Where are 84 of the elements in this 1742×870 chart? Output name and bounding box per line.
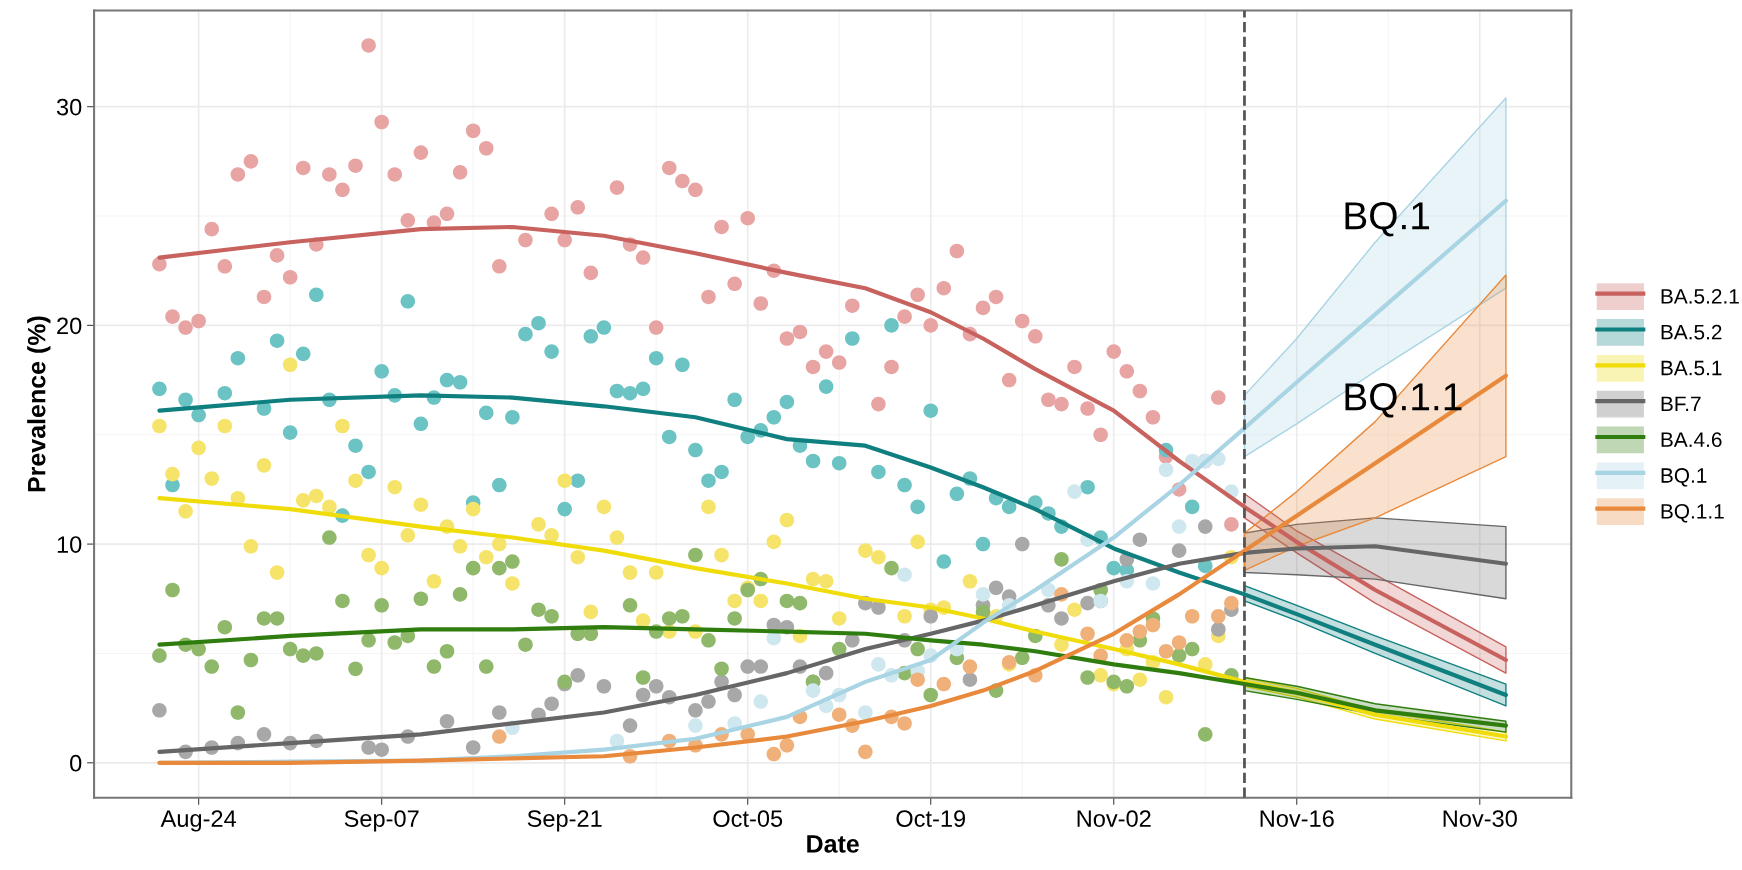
point (701, 694, 716, 709)
point (1184, 608, 1200, 624)
point (374, 742, 389, 757)
x-tick-label: Aug-24 (160, 810, 237, 832)
point (1014, 536, 1030, 552)
x-tick-label: Oct-19 (896, 810, 966, 827)
point (1158, 643, 1174, 659)
point (753, 694, 769, 709)
point (256, 727, 272, 742)
x-tick-label: Sep-07 (344, 810, 419, 832)
point (910, 672, 925, 687)
point (871, 657, 886, 672)
point (858, 744, 873, 760)
point (753, 659, 769, 674)
point (766, 746, 782, 762)
x-tick-label: Oct-05 (713, 810, 783, 827)
line-series (157, 544, 1509, 754)
y-tick-label: 30 (56, 98, 82, 116)
point (975, 587, 991, 602)
x-axis-title: Date (807, 835, 859, 853)
point (936, 676, 952, 692)
point (831, 707, 847, 722)
annotation: BQ.1.1 (1345, 383, 1462, 418)
x-tick-label: Sep-21 (527, 810, 602, 832)
legend-label: BA.5.1 (1661, 360, 1722, 376)
legend-label: BA.5.2.1 (1661, 288, 1739, 304)
point (1080, 626, 1095, 642)
y-tick-label: 20 (57, 317, 82, 335)
point (361, 740, 376, 755)
point (988, 580, 1004, 596)
point (962, 672, 978, 687)
annotation: BQ.1 (1345, 201, 1430, 237)
point (688, 703, 703, 718)
point (152, 703, 167, 718)
point (492, 729, 507, 744)
y-tick-label: 10 (57, 536, 82, 553)
point (688, 718, 703, 733)
point (492, 705, 507, 720)
y-tick-label: 0 (70, 754, 82, 772)
legend-label: BA.4.6 (1661, 432, 1722, 448)
point (923, 608, 938, 624)
point (622, 718, 638, 733)
point (805, 683, 821, 698)
point (1171, 635, 1187, 650)
point (858, 705, 873, 720)
point (1211, 608, 1226, 624)
point (727, 687, 742, 703)
point (465, 740, 481, 755)
point (779, 738, 795, 753)
line-series (157, 373, 1509, 765)
legend-label: BQ.1 (1661, 468, 1707, 487)
point (635, 687, 651, 703)
point (897, 716, 912, 731)
point (818, 665, 834, 681)
point (740, 659, 755, 674)
legend-label: BQ.1.1 (1661, 503, 1724, 523)
point (1171, 543, 1187, 558)
legend-label: BF.7 (1661, 396, 1701, 411)
x-tick-label: Nov-16 (1260, 810, 1334, 827)
point (1224, 595, 1239, 611)
point (544, 696, 559, 712)
y-axis-title: Prevalence (%) (27, 316, 51, 492)
point (1145, 617, 1161, 633)
point (648, 678, 664, 694)
point (1132, 532, 1148, 547)
point (1132, 624, 1148, 639)
point (1067, 484, 1082, 499)
point (1158, 462, 1174, 478)
point (596, 678, 612, 694)
point (1080, 595, 1095, 611)
point (1145, 576, 1161, 591)
point (570, 668, 586, 683)
x-tick-label: Nov-30 (1443, 810, 1517, 827)
point (1211, 622, 1226, 637)
x-tick-label: Nov-02 (1077, 810, 1151, 827)
point (1054, 611, 1069, 626)
point (1197, 519, 1213, 534)
point (1171, 519, 1187, 534)
point (897, 567, 912, 582)
line-series (157, 496, 1509, 739)
point (962, 659, 978, 674)
point (439, 713, 455, 729)
legend-label: BA.5.2 (1661, 324, 1722, 340)
point (1119, 633, 1135, 648)
